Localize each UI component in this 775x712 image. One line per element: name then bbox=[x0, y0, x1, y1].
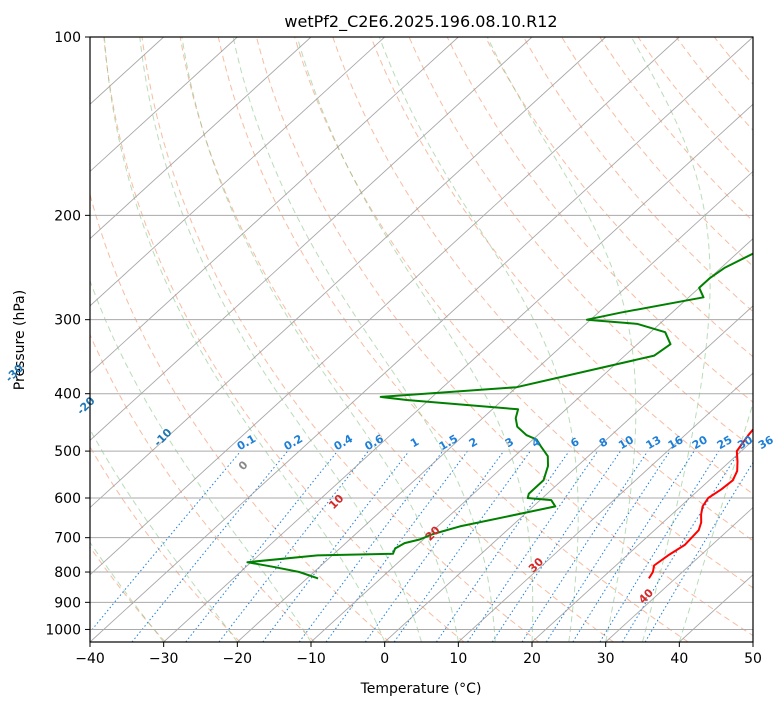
x-tick-label: 20 bbox=[523, 651, 541, 667]
mixing-ratio-label: 2 bbox=[467, 435, 480, 450]
isotherm-line bbox=[16, 37, 679, 642]
mixing-ratio-line bbox=[546, 451, 670, 642]
dewpoint-profile-line bbox=[247, 37, 775, 578]
mixing-ratio-line bbox=[600, 451, 719, 642]
mixing-ratio-line bbox=[436, 451, 569, 642]
moist-adiabat-line bbox=[297, 37, 533, 642]
dry-adiabat-line bbox=[409, 37, 775, 642]
mixing-ratio-label: 16 bbox=[666, 433, 686, 452]
moist-adiabat-line bbox=[47, 37, 311, 642]
mixing-ratio-line bbox=[219, 451, 368, 642]
y-axis-ticks: 100 200 300 400 500 600 700 800 900 1000 bbox=[45, 30, 90, 638]
dry-adiabat-label: -10 bbox=[151, 426, 174, 449]
mixing-ratio-label: 3 bbox=[503, 435, 516, 450]
mixing-ratio-line bbox=[82, 451, 241, 642]
x-tick-label: −10 bbox=[296, 651, 326, 667]
isotherm-line bbox=[0, 37, 458, 642]
x-axis-ticks: −40 −30 −20 −10 0 10 20 30 40 50 bbox=[75, 642, 762, 667]
x-tick-label: −20 bbox=[223, 651, 253, 667]
y-tick-label: 700 bbox=[54, 531, 81, 547]
dry-adiabat-line bbox=[676, 37, 775, 642]
isotherm-line bbox=[0, 37, 385, 642]
y-tick-label: 1000 bbox=[45, 622, 81, 638]
moist-adiabat-line bbox=[487, 37, 636, 642]
x-tick-label: −40 bbox=[75, 651, 105, 667]
mixing-ratio-line bbox=[645, 451, 760, 642]
dry-adiabat-label: 40 bbox=[636, 586, 656, 606]
mixing-ratio-line bbox=[186, 451, 338, 642]
mixing-ratio-label: 0.4 bbox=[332, 432, 356, 453]
y-tick-label: 900 bbox=[54, 595, 81, 611]
y-tick-label: 800 bbox=[54, 565, 81, 581]
dry-adiabat-line bbox=[142, 37, 539, 642]
mixing-ratio-label: 6 bbox=[568, 435, 581, 450]
dry-adiabat-line bbox=[753, 37, 775, 642]
isotherm-line bbox=[0, 37, 532, 642]
dry-adiabat-line bbox=[714, 37, 775, 642]
dry-adiabat-line bbox=[257, 37, 763, 642]
mixing-ratio-label: 36 bbox=[756, 433, 775, 452]
chart-title: wetPf2_C2E6.2025.196.08.10.R12 bbox=[284, 12, 557, 32]
dry-adiabat-line bbox=[447, 37, 775, 642]
mixing-ratio-label: 0.6 bbox=[362, 432, 386, 453]
mixing-ratio-line bbox=[492, 451, 620, 642]
mixing-ratio-line bbox=[573, 451, 694, 642]
x-tick-label: 40 bbox=[670, 651, 688, 667]
moist-adiabat-line bbox=[140, 37, 422, 642]
isotherm-line bbox=[164, 37, 775, 642]
x-tick-label: 30 bbox=[597, 651, 615, 667]
dry-adiabat-line bbox=[485, 37, 775, 642]
dry-adiabat-line bbox=[180, 37, 613, 642]
x-tick-label: 10 bbox=[449, 651, 467, 667]
dry-adiabat-line bbox=[28, 37, 315, 642]
isotherm-line bbox=[0, 37, 606, 642]
dry-adiabat-line bbox=[638, 37, 775, 642]
mixing-ratio-label: 20 bbox=[690, 433, 710, 452]
dry-adiabat-label: 20 bbox=[423, 523, 443, 543]
dry-adiabat-label: 0 bbox=[236, 458, 251, 473]
mixing-ratio-line bbox=[522, 451, 648, 642]
data-series bbox=[247, 37, 775, 578]
y-tick-label: 400 bbox=[54, 387, 81, 403]
y-tick-label: 200 bbox=[54, 208, 81, 224]
dry-adiabat-line bbox=[524, 37, 775, 642]
y-tick-label: 500 bbox=[54, 444, 81, 460]
mixing-ratio-label: 0.2 bbox=[282, 432, 305, 453]
isotherm-line bbox=[753, 37, 775, 642]
mixing-ratio-line bbox=[132, 451, 288, 642]
dry-adiabat-line bbox=[0, 37, 240, 642]
y-tick-label: 100 bbox=[54, 30, 81, 46]
y-tick-label: 300 bbox=[54, 313, 81, 329]
moist-adiabat-line bbox=[233, 37, 495, 642]
dry-adiabat-label: 10 bbox=[326, 492, 346, 512]
mixing-ratio-label: 8 bbox=[597, 435, 610, 450]
mixing-ratio-label: 13 bbox=[644, 433, 664, 452]
line-labels: -100-90-80-70-60-50-40-30-20-10010203040… bbox=[0, 47, 775, 607]
x-axis-label: Temperature (°C) bbox=[360, 681, 482, 697]
dry-adiabat-line bbox=[218, 37, 688, 642]
y-tick-label: 600 bbox=[54, 491, 81, 507]
mixing-ratio-label: 1 bbox=[408, 435, 421, 450]
moist-adiabat-line bbox=[182, 37, 458, 642]
x-tick-label: 50 bbox=[744, 651, 762, 667]
mixing-ratio-label: 10 bbox=[616, 433, 636, 452]
isotherm-line bbox=[90, 37, 753, 642]
moist-adiabat-line bbox=[379, 37, 578, 642]
mixing-ratio-line bbox=[263, 451, 409, 642]
mixing-ratio-line bbox=[468, 451, 598, 642]
dry-adiabat-line bbox=[371, 37, 775, 642]
mixing-ratio-label: 25 bbox=[715, 433, 735, 452]
temperature-profile-line bbox=[649, 37, 775, 578]
x-tick-label: −30 bbox=[149, 651, 179, 667]
x-tick-label: 0 bbox=[380, 651, 389, 667]
mixing-ratio-line bbox=[365, 451, 503, 642]
